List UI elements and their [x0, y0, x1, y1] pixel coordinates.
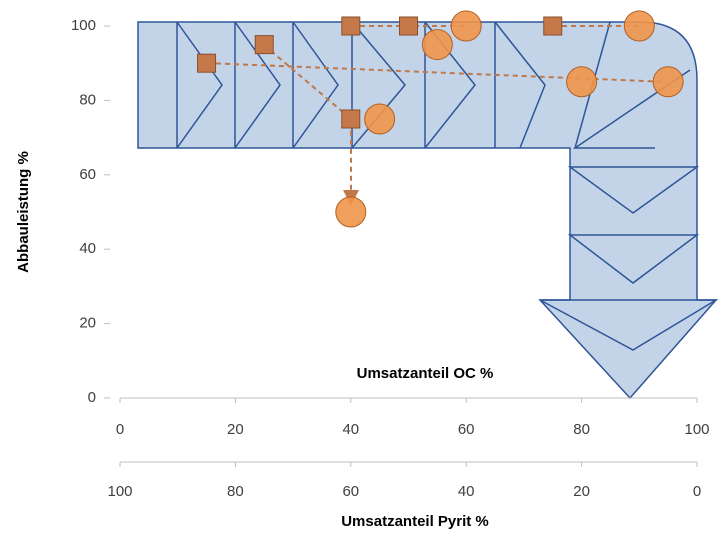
square-point: [341, 109, 361, 129]
x-tick-label: 100: [684, 421, 709, 438]
square-point: [254, 35, 274, 55]
y-tick-label: 60: [79, 166, 96, 183]
x-tick-label: 0: [116, 421, 124, 438]
x2-tick-label: 100: [107, 483, 132, 500]
y-tick-label: 20: [79, 315, 96, 332]
y-tick-label: 80: [79, 91, 96, 108]
y-axis-title: Abbauleistung %: [15, 151, 32, 273]
x2-tick-label: 60: [342, 483, 359, 500]
y-tick-label: 100: [71, 17, 96, 34]
x-axis-title: Umsatzanteil OC %: [357, 365, 494, 382]
x2-axis-title: Umsatzanteil Pyrit %: [341, 513, 489, 530]
square-point: [197, 53, 217, 73]
circle-point: [335, 196, 367, 228]
x2-tick-label: 0: [693, 483, 701, 500]
x-tick-label: 20: [227, 421, 244, 438]
circle-point: [623, 10, 655, 42]
y-tick-label: 0: [88, 389, 96, 406]
circle-point: [364, 103, 396, 135]
circle-point: [421, 29, 453, 61]
circle-point: [450, 10, 482, 42]
circle-point: [652, 66, 684, 98]
square-point: [399, 16, 418, 36]
x2-tick-label: 20: [573, 483, 590, 500]
x-tick-label: 80: [573, 421, 590, 438]
square-point: [543, 16, 563, 36]
x2-tick-label: 80: [227, 483, 244, 500]
y-tick-label: 40: [79, 240, 96, 257]
x2-tick-label: 40: [458, 483, 475, 500]
x-tick-label: 40: [342, 421, 359, 438]
x-tick-label: 60: [458, 421, 475, 438]
circle-point: [566, 66, 598, 98]
arrow-shape: [137, 21, 718, 400]
square-point: [341, 16, 361, 36]
